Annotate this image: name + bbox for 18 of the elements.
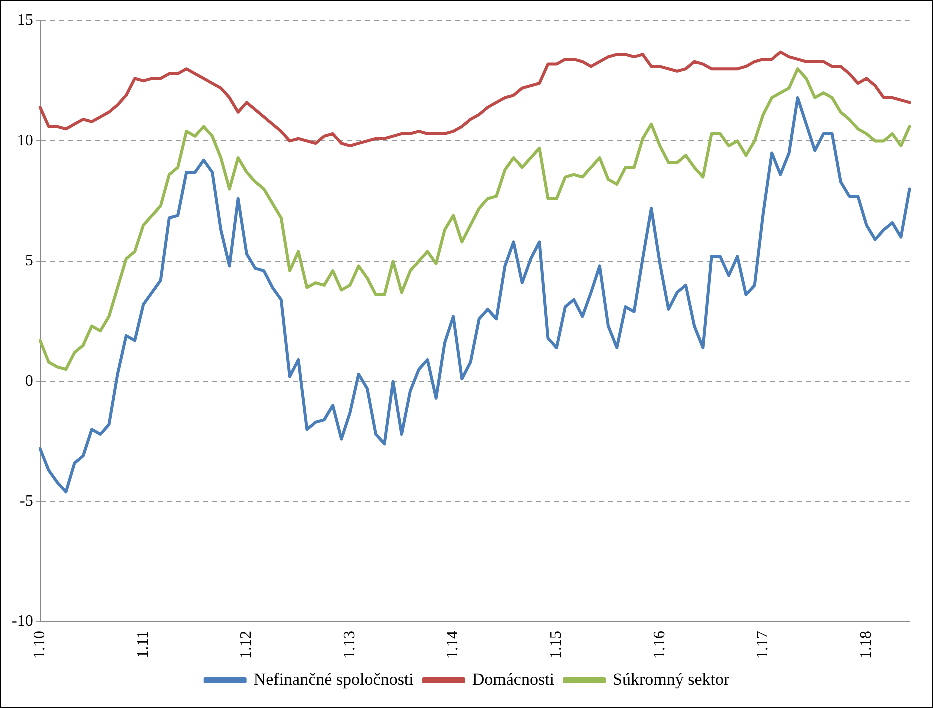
x-tick-label: 1.15 bbox=[548, 631, 566, 659]
legend-label: Domácnosti bbox=[472, 670, 555, 689]
x-tick-label: 1.18 bbox=[858, 631, 875, 659]
legend-label: Súkromný sektor bbox=[613, 670, 730, 689]
x-tick-label: 1.14 bbox=[444, 631, 462, 659]
y-tick-label: 0 bbox=[25, 372, 34, 390]
x-tick-label: 1.17 bbox=[754, 631, 772, 659]
y-tick-label: 10 bbox=[17, 132, 34, 150]
x-tick-label: 1.13 bbox=[341, 631, 358, 659]
y-tick-label: 5 bbox=[25, 252, 34, 270]
y-tick-label: -10 bbox=[12, 613, 34, 630]
x-tick-label: 1.12 bbox=[238, 631, 256, 659]
x-tick-label: 1.10 bbox=[32, 631, 49, 659]
y-tick-label: 15 bbox=[17, 12, 34, 30]
y-tick-label: -5 bbox=[20, 493, 34, 510]
legend-label: Nefinančné spoločnosti bbox=[254, 670, 414, 689]
x-tick-label: 1.11 bbox=[134, 631, 152, 658]
x-tick-label: 1.16 bbox=[651, 631, 668, 659]
